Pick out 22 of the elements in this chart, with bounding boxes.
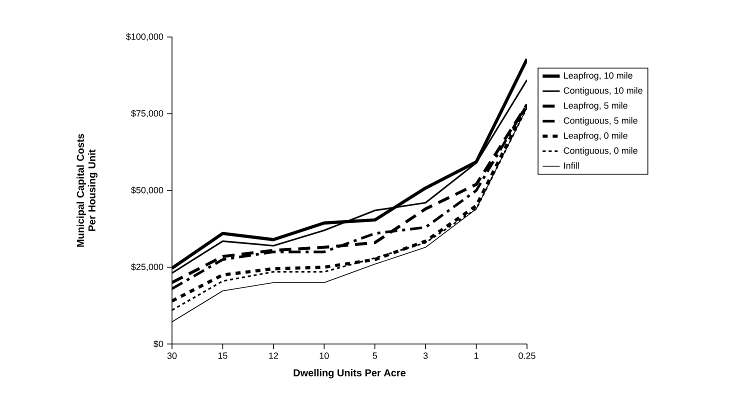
legend-label: Infill bbox=[564, 162, 579, 169]
x-tick-label: 30 bbox=[167, 352, 177, 359]
legend-label: Leapfrog, 0 mile bbox=[564, 132, 628, 141]
y-axis-title: Municipal Capital Costs Per Housing Unit bbox=[76, 134, 98, 247]
y-tick-label: $50,000 bbox=[131, 186, 164, 194]
x-tick-label: 0.25 bbox=[518, 352, 536, 359]
y-tick-label: $75,000 bbox=[131, 110, 164, 118]
x-tick-label: 5 bbox=[372, 352, 377, 359]
x-tick-label: 1 bbox=[474, 352, 478, 359]
legend-label: Contiguous, 10 mile bbox=[564, 87, 642, 96]
x-tick-label: 10 bbox=[320, 352, 329, 359]
x-tick-label: 3 bbox=[423, 352, 428, 359]
legend-label: Contiguous, 5 mile bbox=[564, 117, 638, 126]
x-tick-label: 12 bbox=[269, 352, 278, 359]
y-tick-label: $25,000 bbox=[131, 263, 164, 272]
x-tick-label: 15 bbox=[218, 352, 228, 359]
legend-label: Leapfrog, 10 mile bbox=[564, 72, 632, 80]
legend-label: Leapfrog, 5 mile bbox=[564, 102, 628, 111]
y-tick-label: $0 bbox=[154, 340, 164, 348]
x-axis-title: Dwelling Units Per Acre bbox=[294, 369, 406, 378]
y-tick-label: $100,000 bbox=[126, 33, 164, 41]
legend-label: Contiguous, 0 mile bbox=[564, 147, 638, 156]
